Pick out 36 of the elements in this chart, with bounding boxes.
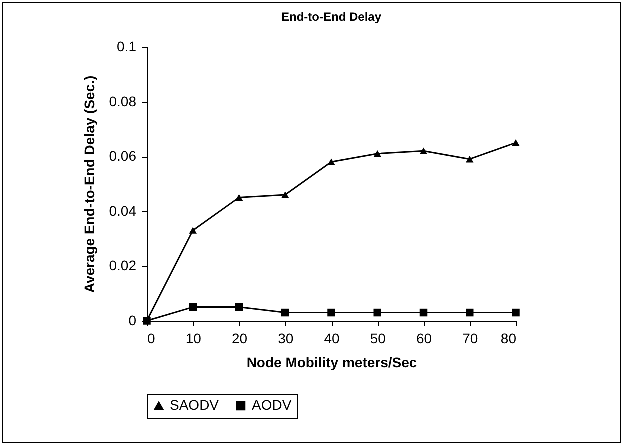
point [189, 303, 197, 312]
point [328, 158, 336, 166]
point [374, 308, 382, 317]
x-tick-label: 0 [148, 330, 156, 346]
point [189, 227, 197, 234]
y-tick-label: 0.08 [109, 93, 137, 110]
x-axis-title: Node Mobility meters/Sec [246, 354, 418, 370]
x-tick-label: 30 [278, 330, 294, 346]
point [235, 194, 244, 202]
point [328, 308, 336, 317]
y-tick-label: 0.1 [117, 38, 137, 54]
y-axis-title: Average End-to-End Delay (Sec.) [81, 76, 98, 294]
x-tick-label: 10 [186, 330, 202, 346]
point [466, 156, 474, 163]
point [235, 303, 244, 312]
point [512, 308, 520, 317]
y-tick-label: 0.06 [109, 148, 137, 164]
x-tick-label: 60 [416, 330, 432, 346]
y-tick-label: 0 [128, 312, 137, 328]
point [420, 148, 428, 154]
chart-title: End-to-End Delay [281, 10, 382, 24]
point [282, 308, 290, 317]
point [512, 140, 520, 146]
point [420, 308, 428, 317]
x-tick-label: 20 [232, 330, 248, 346]
point [374, 150, 382, 158]
legend-label: AODV [252, 397, 292, 413]
y-tick-label: 0.02 [109, 258, 137, 274]
x-tick-label: 50 [370, 330, 386, 346]
point [466, 308, 474, 317]
y-tick-label: 0.04 [109, 202, 137, 219]
point [282, 192, 290, 198]
x-tick-label: 80 [500, 330, 517, 346]
legend-label: SAODV [170, 397, 220, 413]
x-tick-label: 40 [324, 330, 340, 346]
x-tick-label: 70 [462, 330, 478, 346]
